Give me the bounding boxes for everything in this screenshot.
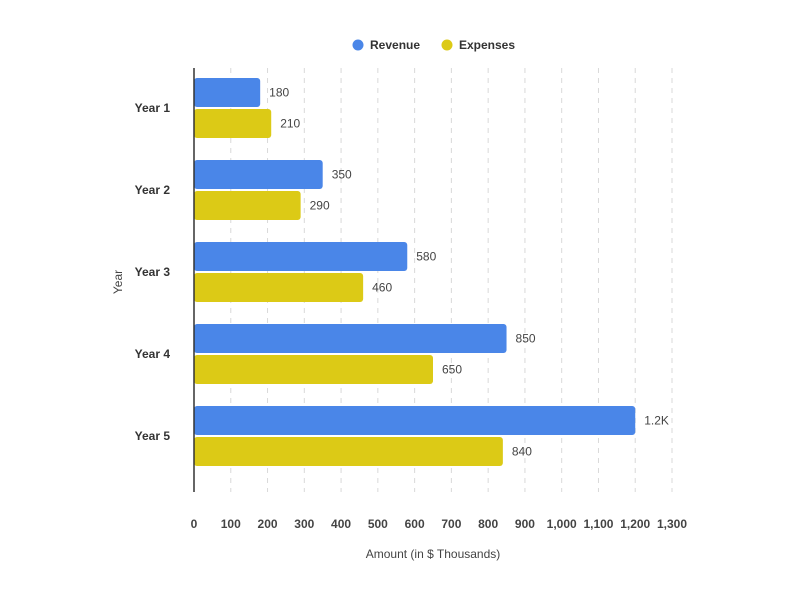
bar-expenses-2[interactable]	[194, 191, 301, 220]
x-tick-label: 600	[405, 517, 425, 531]
data-label: 460	[372, 281, 392, 295]
data-label: 840	[512, 445, 532, 459]
category-label: Year 2	[135, 183, 171, 197]
x-tick-label: 1,300	[657, 517, 687, 531]
x-tick-label: 0	[191, 517, 198, 531]
legend-label: Expenses	[459, 38, 515, 52]
legend-marker	[352, 39, 364, 51]
bar-revenue-4[interactable]	[194, 324, 507, 353]
x-tick-label: 500	[368, 517, 388, 531]
data-label: 290	[310, 199, 330, 213]
data-label: 350	[332, 168, 352, 182]
x-tick-label: 100	[221, 517, 241, 531]
data-label: 210	[280, 117, 300, 131]
bars	[194, 78, 636, 466]
x-tick-label: 1,100	[583, 517, 613, 531]
bar-expenses-3[interactable]	[194, 273, 364, 302]
x-tick-label: 1,200	[620, 517, 650, 531]
labels: 0 100 200 300 400 500 600 700 800 900 1,000 1,100 1,…	[135, 86, 688, 532]
data-label: 180	[269, 86, 289, 100]
legend-marker	[441, 39, 453, 51]
y-axis-title: Year	[111, 270, 125, 294]
x-tick-label: 700	[441, 517, 461, 531]
x-axis-title: Amount (in $ Thousands)	[366, 547, 501, 561]
x-tick-label: 200	[258, 517, 278, 531]
data-label: 1.2K	[644, 414, 669, 428]
x-tick-label: 900	[515, 517, 535, 531]
legend[interactable]: Revenue Expenses	[352, 38, 516, 52]
x-tick-label: 800	[478, 517, 498, 531]
bar-revenue-2[interactable]	[194, 160, 323, 189]
category-label: Year 1	[135, 101, 171, 115]
data-label: 850	[516, 332, 536, 346]
legend-item-revenue[interactable]: Revenue	[352, 38, 421, 52]
category-label: Year 5	[135, 429, 171, 443]
bar-revenue-3[interactable]	[194, 242, 408, 271]
bar-expenses-4[interactable]	[194, 355, 433, 384]
bar-expenses-5[interactable]	[194, 437, 503, 466]
legend-item-expenses[interactable]: Expenses	[441, 38, 516, 52]
data-label: 580	[416, 250, 436, 264]
legend-label: Revenue	[370, 38, 420, 52]
x-tick-label: 300	[294, 517, 314, 531]
category-label: Year 4	[135, 347, 171, 361]
x-tick-label: 400	[331, 517, 351, 531]
x-tick-label: 1,000	[547, 517, 577, 531]
bar-revenue-1[interactable]	[194, 78, 261, 107]
bar-revenue-5[interactable]	[194, 406, 636, 435]
bar-expenses-1[interactable]	[194, 109, 272, 138]
data-label: 650	[442, 363, 462, 377]
category-label: Year 3	[135, 265, 171, 279]
